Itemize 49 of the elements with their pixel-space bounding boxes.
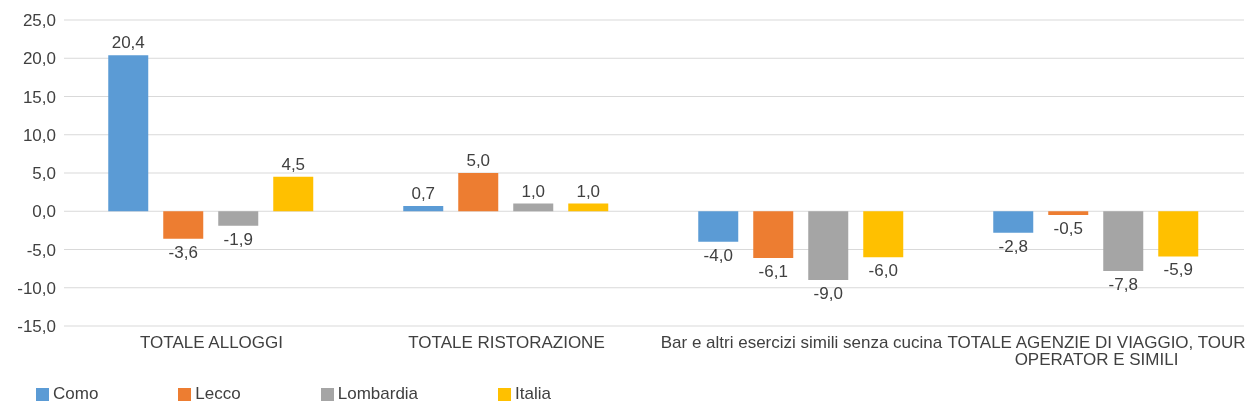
y-tick-label: -10,0: [17, 278, 56, 298]
y-tick-label: 15,0: [22, 87, 56, 107]
bar: [993, 211, 1034, 233]
data-label: 20,4: [111, 33, 145, 53]
x-tick-label: TOTALE ALLOGGI: [140, 333, 283, 353]
data-label: -5,9: [1163, 260, 1193, 280]
data-label: -3,6: [168, 242, 198, 262]
y-tick-label: 10,0: [22, 125, 56, 145]
bar: [1158, 211, 1199, 257]
x-tick-label: TOTALE AGENZIE DI VIAGGIO, TOUR OPERATOR E SIMILI: [947, 333, 1246, 370]
data-label: -6,0: [868, 261, 898, 281]
bar: [753, 211, 794, 258]
data-label: 0,7: [411, 183, 436, 203]
bar: [698, 211, 739, 242]
bar: [218, 211, 259, 226]
y-tick-label: 5,0: [32, 164, 56, 184]
data-label: -6,1: [758, 261, 788, 281]
legend-label: Italia: [515, 384, 551, 403]
x-tick-label: TOTALE RISTORAZIONE: [408, 333, 605, 353]
y-tick-label: 0,0: [32, 202, 56, 222]
legend-label: Lecco: [195, 384, 241, 403]
data-label: -4,0: [703, 245, 733, 265]
bar: [1048, 211, 1089, 216]
x-tick-label: Bar e altri esercizi simili senza cucina: [660, 333, 943, 353]
bar: [568, 203, 609, 212]
bar: [808, 211, 849, 281]
y-tick-label: -15,0: [17, 317, 56, 337]
legend-label: Como: [53, 384, 99, 403]
y-tick-label: 20,0: [22, 49, 56, 69]
data-label: 1,0: [521, 181, 546, 201]
bar: [863, 211, 904, 258]
bar: [458, 173, 499, 212]
bar: [513, 203, 554, 212]
data-label: 1,0: [576, 181, 601, 201]
bar: [108, 55, 149, 212]
data-label: -9,0: [813, 284, 843, 304]
legend-label: Lombardia: [337, 384, 419, 403]
data-label: 4,5: [281, 154, 306, 174]
bar: [273, 176, 314, 212]
y-tick-label: 25,0: [22, 11, 56, 31]
data-label: -1,9: [223, 229, 253, 249]
y-tick-label: -5,0: [26, 240, 56, 260]
data-label: 5,0: [466, 151, 491, 170]
data-label: -2,8: [998, 236, 1028, 256]
bar: [1103, 211, 1144, 271]
bar: [163, 211, 204, 239]
data-label: -0,5: [1053, 219, 1083, 239]
data-label: -7,8: [1108, 274, 1138, 294]
bar: [403, 205, 444, 212]
